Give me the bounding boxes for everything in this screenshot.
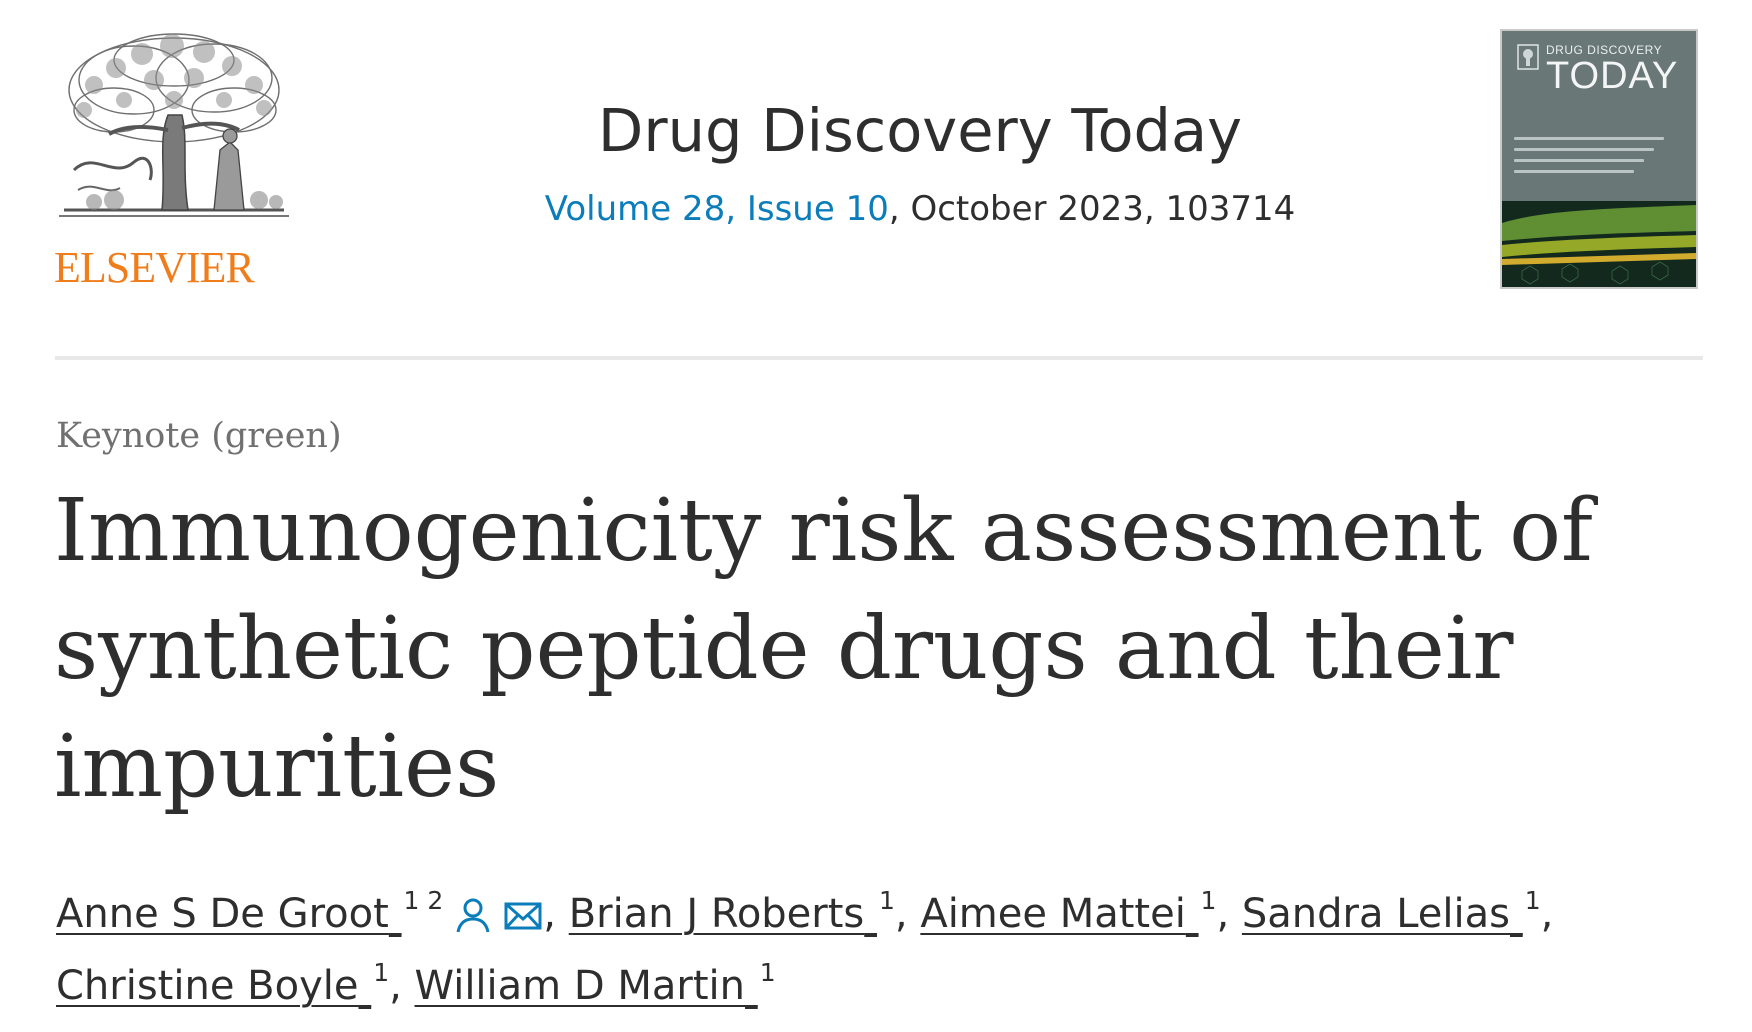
envelope-icon[interactable] <box>503 895 543 935</box>
person-icon[interactable] <box>453 895 493 935</box>
publisher-logo[interactable]: ELSEVIER <box>54 30 294 300</box>
journal-cover-image[interactable]: DRUG DISCOVERY TODAY <box>1500 29 1698 289</box>
author-affiliation-1[interactable]: 1 2 <box>403 886 444 915</box>
author-link-2[interactable]: Brian J Roberts <box>568 891 865 937</box>
cover-title-top: DRUG DISCOVERY <box>1546 43 1663 57</box>
author-link-6[interactable]: William D Martin <box>414 963 745 1009</box>
volume-issue-link[interactable]: Volume 28, Issue 10 <box>544 188 889 229</box>
author-item: Sandra Lelias 1 <box>1241 888 1541 937</box>
cover-highlights <box>1514 137 1694 181</box>
author-item: Brian J Roberts 1 <box>568 888 895 937</box>
author-item: Aimee Mattei 1 <box>920 888 1216 937</box>
header-divider <box>55 356 1703 360</box>
journal-issue-info: Volume 28, Issue 10, October 2023, 10371… <box>380 189 1460 229</box>
author-item: William D Martin 1 <box>414 960 776 1009</box>
journal-title[interactable]: Drug Discovery Today <box>597 96 1243 165</box>
author-list: Anne S De Groot 1 2 , Brian J Roberts 1, A… <box>56 886 1554 1009</box>
cover-title-main: TODAY <box>1546 55 1679 97</box>
journal-header: Drug Discovery Today Volume 28, Issue 10… <box>380 96 1460 229</box>
article-title: Immunogenicity risk assessment of synthe… <box>54 481 1593 817</box>
author-affiliation-2[interactable]: 1 <box>878 886 895 915</box>
author-link-4[interactable]: Sandra Lelias <box>1241 891 1510 937</box>
author-affiliation-5[interactable]: 1 <box>373 958 390 987</box>
author-item: Christine Boyle 1 <box>56 960 389 1009</box>
author-affiliation-4[interactable]: 1 <box>1524 886 1541 915</box>
issue-date-and-number: , October 2023, 103714 <box>888 188 1296 229</box>
cover-publisher-icon <box>1517 44 1539 70</box>
author-affiliation-3[interactable]: 1 <box>1200 886 1217 915</box>
author-affiliation-6[interactable]: 1 <box>759 958 776 987</box>
author-link-3[interactable]: Aimee Mattei <box>920 891 1186 937</box>
author-link-1[interactable]: Anne S De Groot <box>56 891 389 937</box>
publisher-wordmark: ELSEVIER <box>54 243 255 292</box>
article-type-label: Keynote (green) <box>56 416 342 456</box>
tree-illustration <box>59 33 289 217</box>
cover-artwork <box>1502 201 1696 287</box>
author-item: Anne S De Groot 1 2 <box>56 888 543 937</box>
author-link-5[interactable]: Christine Boyle <box>56 963 359 1009</box>
